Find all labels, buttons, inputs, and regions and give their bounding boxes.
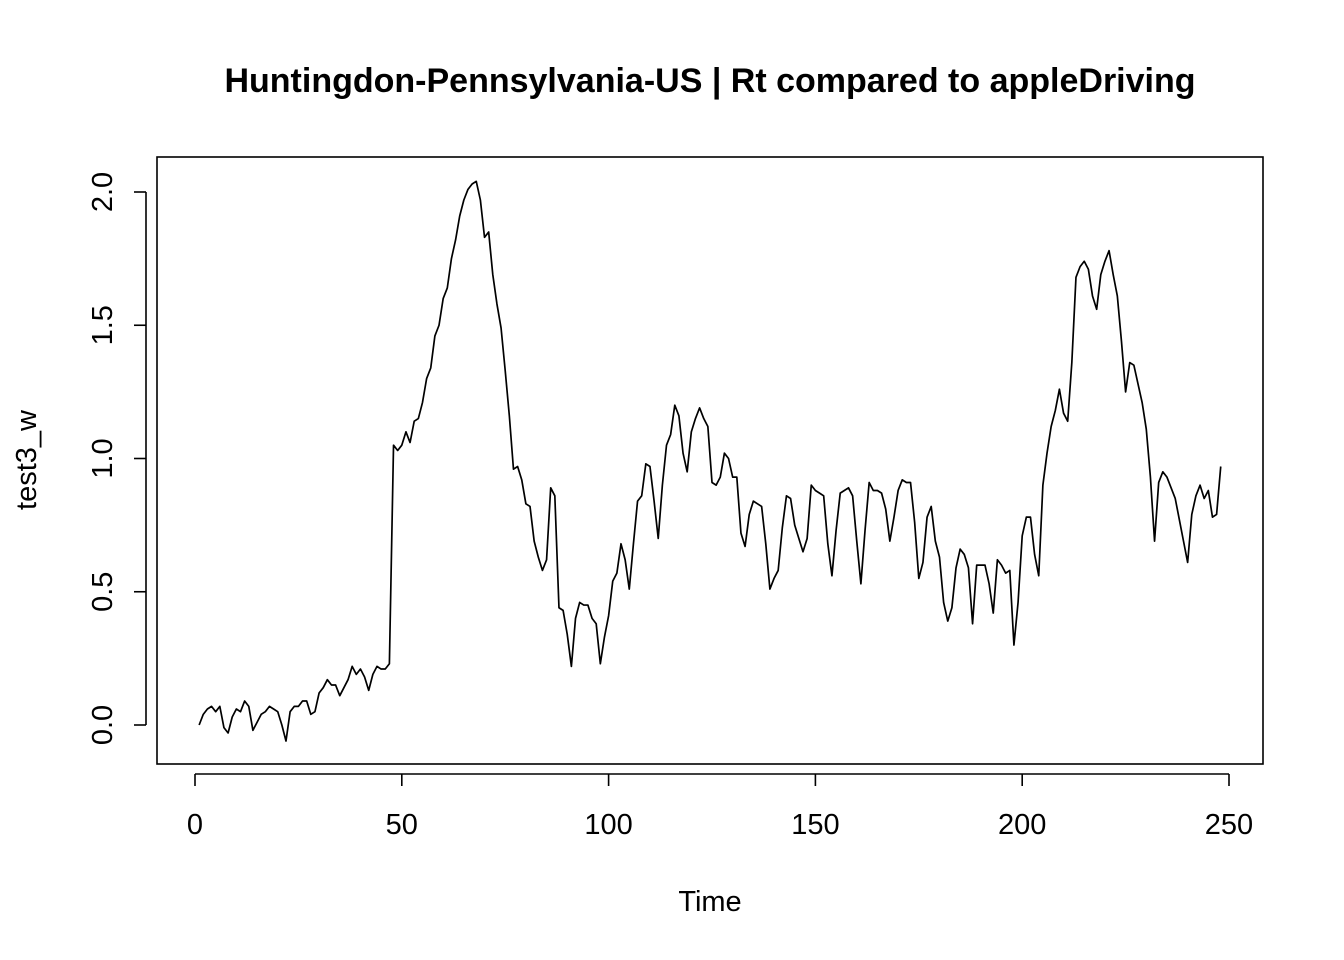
x-axis: 0 50 100 150 200 250 [187,773,1253,841]
series-group [198,180,1222,742]
x-tick-label: 0 [187,809,203,841]
plot-frame [156,156,1264,765]
x-tick-label: 200 [998,809,1046,841]
y-tick-label: 1.0 [87,438,119,478]
x-tick-label: 50 [386,809,418,841]
y-tick-label: 2.0 [87,172,119,212]
x-tick-label: 250 [1205,809,1253,841]
y-tick-label: 0.0 [87,705,119,745]
x-tick-label: 100 [584,809,632,841]
y-tick-label: 1.5 [87,305,119,345]
y-axis: 0.0 0.5 1.0 1.5 2.0 [87,172,147,745]
x-tick-label: 150 [791,809,839,841]
series-line [198,180,1222,742]
chart-title: Huntingdon-Pennsylvania-US | Rt compared… [224,62,1195,100]
y-tick-label: 0.5 [87,572,119,612]
y-axis-label: test3_w [11,409,43,510]
x-axis-label: Time [678,886,741,918]
